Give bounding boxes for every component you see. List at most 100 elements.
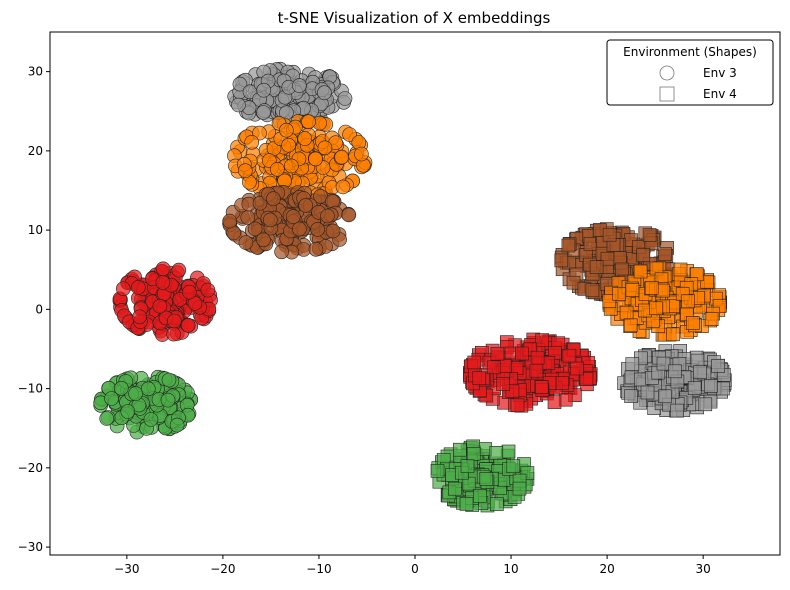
point-square [447, 481, 462, 496]
legend-entry-env-3: Env 3 [703, 66, 737, 80]
point-square [619, 305, 634, 320]
point-circle [232, 76, 248, 92]
cluster-env-4-orange [602, 261, 728, 342]
point-square [512, 481, 527, 496]
y-tick-label: 0 [35, 302, 43, 316]
point-square [673, 262, 688, 277]
point-circle [281, 137, 296, 153]
cluster-env-3-brown [222, 185, 357, 260]
point-circle [317, 85, 332, 100]
point-square [489, 445, 504, 460]
point-circle [171, 262, 187, 278]
point-square [496, 377, 510, 391]
point-circle [292, 78, 307, 93]
point-square [452, 442, 467, 457]
point-square [685, 316, 700, 330]
x-tick-label: −30 [114, 562, 139, 576]
point-square [472, 371, 487, 386]
point-circle [310, 222, 325, 237]
y-tick-label: −20 [18, 461, 43, 475]
point-circle [143, 412, 159, 427]
point-square [506, 459, 521, 474]
point-square [534, 380, 549, 394]
scatter-points [93, 61, 732, 513]
point-square [644, 281, 659, 295]
point-circle [308, 151, 323, 167]
point-square [501, 444, 516, 459]
point-square [489, 497, 504, 511]
point-circle [155, 275, 171, 290]
x-tick-label: −10 [306, 562, 331, 576]
y-tick-label: −10 [18, 382, 43, 396]
point-square [529, 363, 544, 378]
point-square [625, 357, 640, 371]
point-square [554, 253, 569, 268]
legend-title: Environment (Shapes) [623, 45, 757, 59]
point-square [547, 395, 562, 409]
point-circle [155, 261, 171, 277]
point-square [690, 353, 705, 368]
point-square [602, 227, 617, 242]
point-square [570, 361, 584, 376]
point-square [600, 251, 615, 266]
point-square [612, 251, 627, 265]
x-axis: −30 −20 −10 0 10 20 30 [114, 555, 711, 576]
point-circle [337, 91, 353, 106]
point-square [692, 365, 707, 380]
point-circle [161, 372, 177, 388]
point-circle [128, 386, 143, 401]
point-circle [131, 280, 146, 295]
cluster-env-3-red [112, 261, 218, 342]
point-circle [279, 122, 294, 138]
cluster-env-4-green [430, 439, 535, 513]
point-square [583, 237, 598, 251]
cluster-env-3-gray [227, 61, 353, 130]
point-circle [141, 381, 156, 397]
point-square [461, 476, 476, 491]
point-square [473, 488, 487, 503]
point-circle [341, 207, 357, 223]
point-circle [160, 392, 176, 408]
point-circle [238, 163, 253, 178]
point-square [633, 264, 648, 279]
point-circle [292, 221, 307, 237]
point-square [636, 248, 651, 262]
cluster-env-3-orange [227, 114, 373, 204]
point-circle [317, 140, 333, 156]
point-square [623, 318, 638, 333]
point-square [703, 379, 718, 393]
point-circle [167, 313, 182, 329]
point-square [535, 333, 550, 347]
point-circle [334, 149, 350, 165]
point-circle [298, 198, 314, 213]
point-circle [301, 114, 316, 129]
point-square [615, 262, 629, 277]
point-square [658, 247, 672, 261]
y-axis: −30 −20 −10 0 10 20 30 [18, 65, 50, 554]
point-square [656, 356, 671, 371]
point-circle [354, 146, 369, 162]
point-square [625, 282, 640, 297]
legend-entry-env-4: Env 4 [703, 87, 737, 101]
point-circle [120, 404, 136, 419]
point-circle [231, 97, 246, 113]
point-square [466, 446, 481, 461]
point-circle [244, 135, 259, 150]
point-circle [200, 282, 216, 298]
point-square [555, 376, 569, 390]
point-square [530, 350, 545, 365]
point-circle [284, 158, 299, 174]
point-square [704, 312, 719, 327]
point-square [479, 472, 494, 486]
point-circle [274, 244, 289, 260]
point-circle [335, 179, 351, 195]
point-square [612, 287, 626, 301]
point-square [589, 260, 604, 274]
point-square [579, 372, 594, 386]
y-tick-label: 20 [28, 144, 43, 158]
point-square [624, 389, 638, 403]
point-circle [297, 131, 313, 146]
point-circle [256, 82, 272, 98]
point-circle [262, 212, 278, 228]
